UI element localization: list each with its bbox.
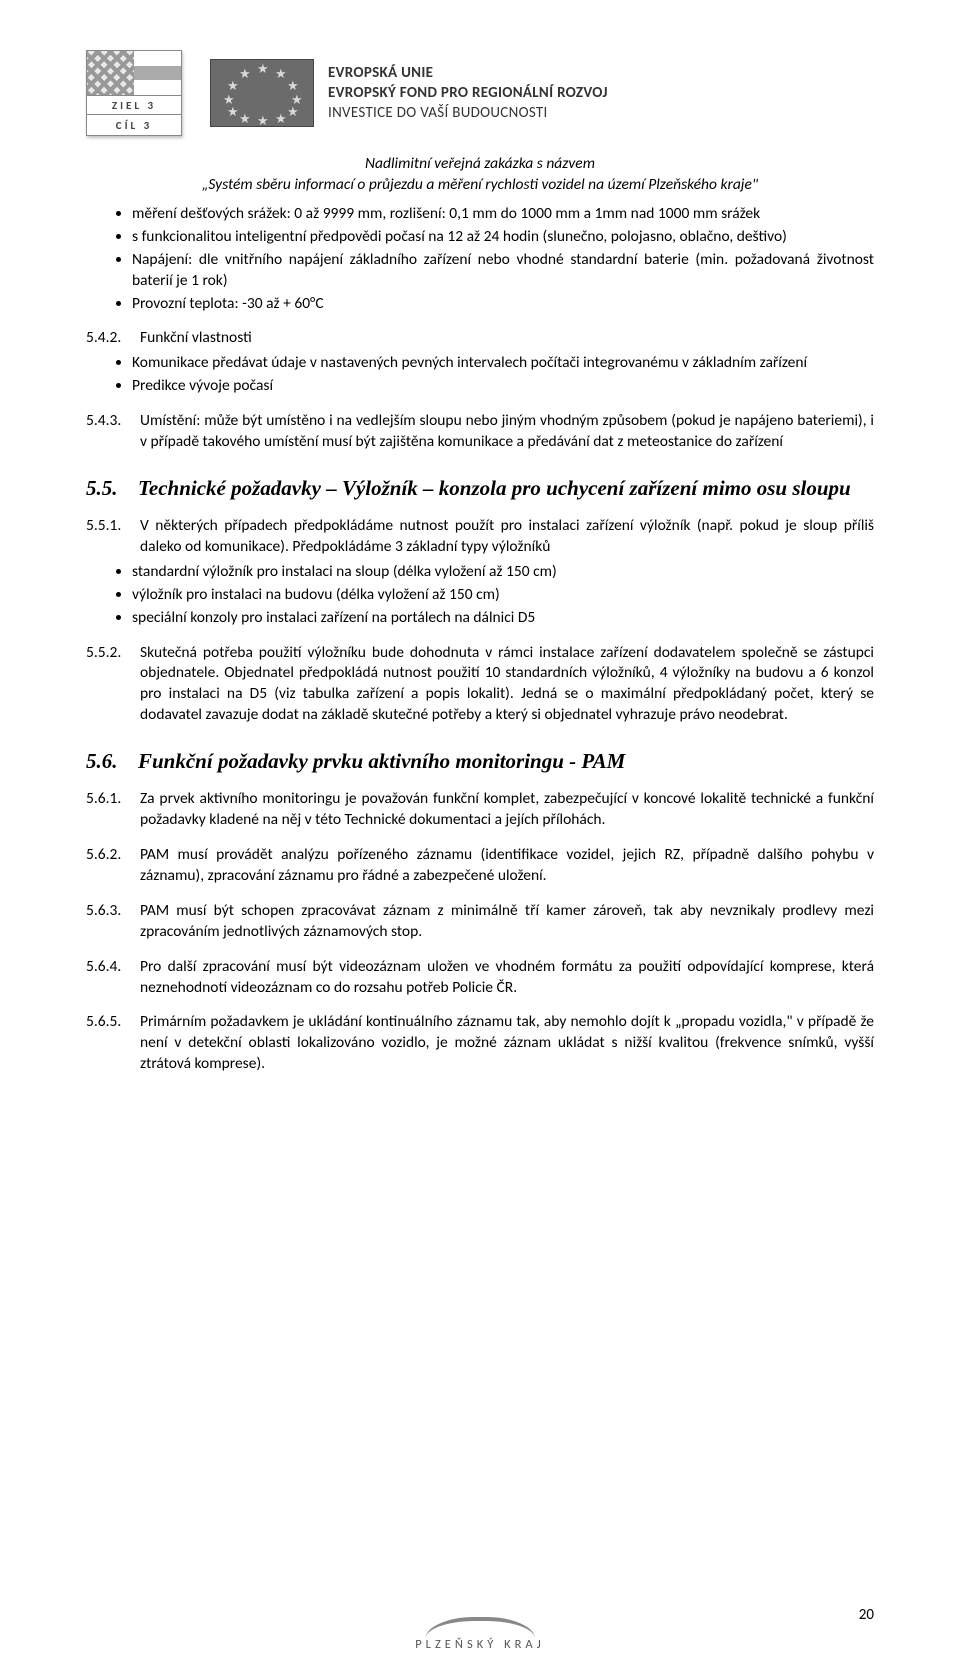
heading-text: Funkční požadavky prvku aktivního monito… xyxy=(138,748,874,775)
para-543: 5.4.3. Umístění: může být umístěno i na … xyxy=(86,411,874,453)
heading-num: 5.5. xyxy=(86,475,126,502)
subtitle-line2: „Systém sběru informací o průjezdu a měř… xyxy=(86,175,874,196)
doc-subtitle: Nadlimitní veřejná zakázka s názvem „Sys… xyxy=(86,154,874,196)
page: ZIEL 3 CÍL 3 ★ ★ ★ ★ ★ ★ ★ ★ ★ ★ ★ ★ EVR… xyxy=(0,0,960,1676)
list-item: Komunikace předávat údaje v nastavených … xyxy=(132,353,874,374)
heading-56: 5.6. Funkční požadavky prvku aktivního m… xyxy=(86,748,874,775)
para-num: 5.6.5. xyxy=(86,1012,130,1075)
ziel3-label-top: ZIEL 3 xyxy=(87,95,181,115)
para-552: 5.5.2. Skutečná potřeba použití výložník… xyxy=(86,643,874,727)
para-551: 5.5.1. V některých případech předpokládá… xyxy=(86,516,874,558)
para-text: Primárním požadavkem je ukládání kontinu… xyxy=(140,1012,874,1075)
region-label: PLZEŇSKÝ KRAJ xyxy=(415,1637,545,1652)
para-num: 5.5.1. xyxy=(86,516,130,558)
arc-icon xyxy=(425,1617,535,1639)
list-item: Provozní teplota: -30 až + 60°C xyxy=(132,294,874,315)
para-num: 5.6.3. xyxy=(86,901,130,943)
para-text: Za prvek aktivního monitoringu je považo… xyxy=(140,789,874,831)
para-num: 5.6.1. xyxy=(86,789,130,831)
page-number: 20 xyxy=(859,1606,874,1624)
heading-num: 5.6. xyxy=(86,748,126,775)
list-item: výložník pro instalaci na budovu (délka … xyxy=(132,585,874,606)
para-num: 5.4.3. xyxy=(86,411,130,453)
eu-slogan: INVESTICE DO VAŠÍ BUDOUCNOSTI xyxy=(328,104,608,122)
para-564: 5.6.4. Pro další zpracování musí být vid… xyxy=(86,957,874,999)
para-text: Skutečná potřeba použití výložníku bude … xyxy=(140,643,874,727)
ziel3-flags xyxy=(87,51,181,95)
heading-55: 5.5. Technické požadavky – Výložník – ko… xyxy=(86,475,874,502)
eu-fund: EVROPSKÝ FOND PRO REGIONÁLNÍ ROZVOJ xyxy=(328,84,608,102)
para-562: 5.6.2. PAM musí provádět analýzu pořízen… xyxy=(86,845,874,887)
bullets-551: standardní výložník pro instalaci na slo… xyxy=(86,562,874,629)
eu-logo-block: ★ ★ ★ ★ ★ ★ ★ ★ ★ ★ ★ ★ EVROPSKÁ UNIE EV… xyxy=(210,59,608,127)
heading-text: Technické požadavky – Výložník – konzola… xyxy=(138,475,874,502)
list-item: speciální konzoly pro instalaci zařízení… xyxy=(132,608,874,629)
para-561: 5.6.1. Za prvek aktivního monitoringu je… xyxy=(86,789,874,831)
para-text: Funkční vlastnosti xyxy=(140,328,874,349)
bullets-541: měření dešťových srážek: 0 až 9999 mm, r… xyxy=(86,204,874,315)
list-item: Predikce vývoje počasí xyxy=(132,376,874,397)
para-num: 5.5.2. xyxy=(86,643,130,727)
footer-region-logo: PLZEŇSKÝ KRAJ xyxy=(415,1617,545,1652)
para-563: 5.6.3. PAM musí být schopen zpracovávat … xyxy=(86,901,874,943)
para-565: 5.6.5. Primárním požadavkem je ukládání … xyxy=(86,1012,874,1075)
para-text: Umístění: může být umístěno i na vedlejš… xyxy=(140,411,874,453)
eu-text: EVROPSKÁ UNIE EVROPSKÝ FOND PRO REGIONÁL… xyxy=(328,64,608,122)
para-num: 5.6.4. xyxy=(86,957,130,999)
list-item: měření dešťových srážek: 0 až 9999 mm, r… xyxy=(132,204,874,225)
para-num: 5.4.2. xyxy=(86,328,130,349)
para-text: Pro další zpracování musí být videozázna… xyxy=(140,957,874,999)
para-num: 5.6.2. xyxy=(86,845,130,887)
para-text: PAM musí být schopen zpracovávat záznam … xyxy=(140,901,874,943)
list-item: s funkcionalitou inteligentní předpovědi… xyxy=(132,227,874,248)
para-text: V některých případech předpokládáme nutn… xyxy=(140,516,874,558)
czech-flag-icon xyxy=(134,51,181,95)
header: ZIEL 3 CÍL 3 ★ ★ ★ ★ ★ ★ ★ ★ ★ ★ ★ ★ EVR… xyxy=(86,50,874,136)
para-542: 5.4.2. Funkční vlastnosti xyxy=(86,328,874,349)
ziel3-logo: ZIEL 3 CÍL 3 xyxy=(86,50,182,136)
eu-flag-icon: ★ ★ ★ ★ ★ ★ ★ ★ ★ ★ ★ ★ xyxy=(210,59,314,127)
ziel3-label-bottom: CÍL 3 xyxy=(87,115,181,135)
bullets-542: Komunikace předávat údaje v nastavených … xyxy=(86,353,874,397)
eu-title: EVROPSKÁ UNIE xyxy=(328,64,608,82)
list-item: standardní výložník pro instalaci na slo… xyxy=(132,562,874,583)
list-item: Napájení: dle vnitřního napájení základn… xyxy=(132,250,874,292)
para-text: PAM musí provádět analýzu pořízeného záz… xyxy=(140,845,874,887)
bavaria-flag-icon xyxy=(87,51,134,95)
subtitle-line1: Nadlimitní veřejná zakázka s názvem xyxy=(86,154,874,175)
